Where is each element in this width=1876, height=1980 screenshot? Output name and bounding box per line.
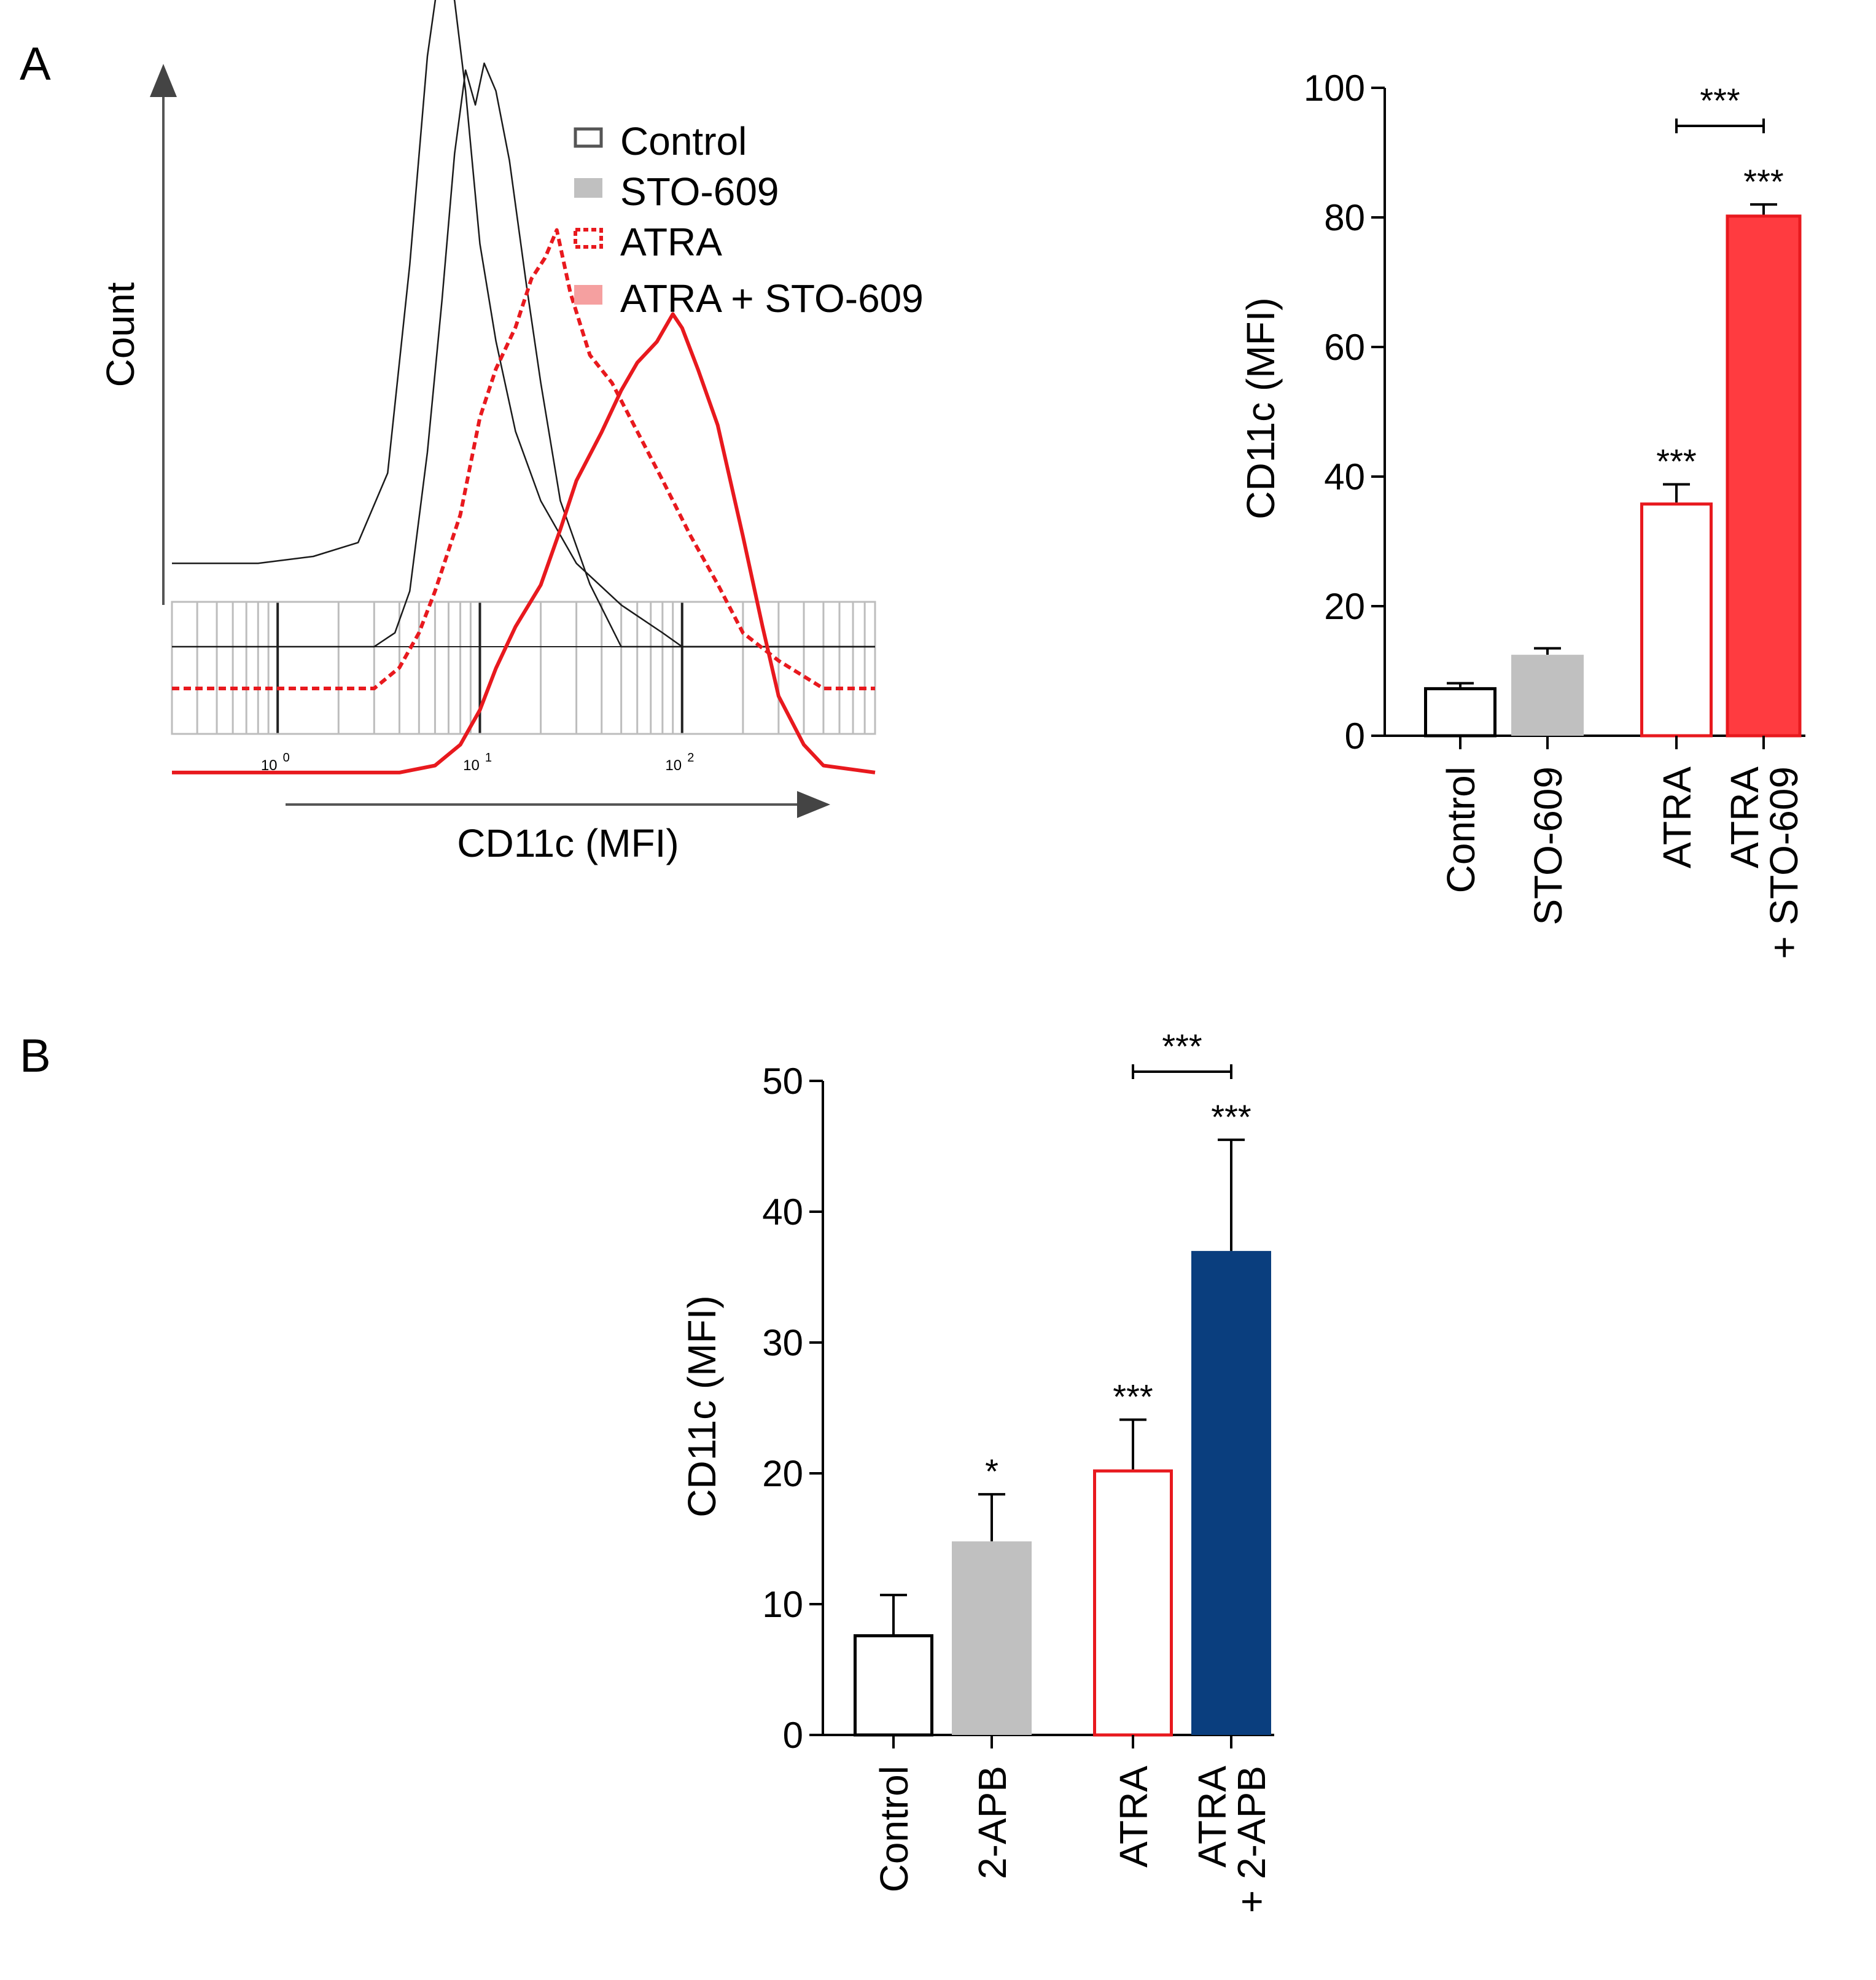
y-tick-label: 0 [783, 1715, 803, 1756]
y-tick-label: 80 [1324, 197, 1365, 238]
bar-atra-sto-609 [1726, 214, 1802, 738]
legend-label-atra-sto-609: ATRA + STO-609 [620, 276, 924, 321]
x-tick-label-line: + STO-609 [1762, 766, 1806, 959]
y-tick-label: 60 [1324, 327, 1365, 368]
y-tick-label: 20 [1324, 586, 1365, 627]
legend-label-control: Control [620, 119, 747, 163]
x-tick-label-sto-609: STO-609 [1526, 766, 1570, 926]
x-tick-label-control: Control [872, 1766, 916, 1892]
y-tick-label: 30 [762, 1322, 803, 1363]
histogram-legend: Control STO-609 ATRA ATRA + STO-609 [574, 119, 924, 321]
y-tick-label: 40 [762, 1191, 803, 1233]
x-tick-label-exponent: 2 [687, 751, 694, 765]
y-tick-label: 10 [762, 1584, 803, 1625]
x-tick-label-base: 10 [665, 757, 682, 774]
x-tick-label-base: 10 [463, 757, 480, 774]
bar-control [854, 1634, 933, 1737]
x-tick-label-line: Control [1439, 766, 1483, 893]
curve-atra-sto-609 [172, 312, 876, 774]
y-tick-label: 0 [1345, 715, 1365, 757]
histogram-tick-labels: 10 0 10 1 10 2 [261, 751, 695, 774]
x-tick-label-exponent: 1 [485, 751, 492, 765]
y-axis-arrowhead [150, 64, 177, 97]
y-tick-label: 50 [762, 1061, 803, 1102]
x-tick-label-exponent: 0 [283, 751, 290, 765]
plot-frame [171, 601, 876, 735]
bar-sto-609 [1511, 655, 1584, 736]
bar-atra [1640, 502, 1713, 738]
x-tick-label-line: ATRA [1190, 1766, 1234, 1868]
x-tick-label-control: Control [1439, 766, 1483, 893]
y-tick-label: 40 [1324, 456, 1365, 497]
x-tick-label-line: ATRA [1722, 766, 1767, 868]
histogram-y-axis-label: Count [98, 282, 142, 387]
y-tick-label: 20 [762, 1453, 803, 1494]
x-tick-label-line: + 2-APB [1229, 1766, 1274, 1913]
bar-chart-b: CD11c (MFI) 0 10 20 30 40 50 Control * 2-APB *** A… [680, 1027, 1274, 1913]
histogram-gridlines [171, 601, 876, 735]
significance-atra-2-apb: *** [1211, 1097, 1251, 1136]
x-tick-label-2-apb: 2-APB [970, 1766, 1014, 1879]
panel-label-b: B [20, 1030, 51, 1082]
bracket-label: *** [1162, 1027, 1202, 1066]
bar-control [1424, 687, 1497, 738]
bar-2-apb [952, 1541, 1032, 1735]
x-tick-label-atra: ATRA [1111, 1766, 1156, 1868]
significance-atra: *** [1656, 442, 1696, 481]
bar-a-y-axis-label: CD11c (MFI) [1239, 297, 1283, 519]
histogram-axes [150, 64, 830, 818]
histogram-x-axis-label: CD11c (MFI) [457, 821, 679, 865]
bar-b-y-axis-label: CD11c (MFI) [680, 1295, 724, 1517]
legend-swatch-atra [574, 228, 603, 249]
x-tick-label-line: Control [872, 1766, 916, 1892]
curve-sto-609 [172, 62, 875, 648]
legend-swatch-atra-sto-609 [574, 285, 602, 305]
bar-atra-2-apb [1191, 1250, 1271, 1735]
x-tick-label-atra-sto-609: ATRA+ STO-609 [1722, 766, 1806, 959]
bar-chart-a: CD11c (MFI) 0 20 40 60 80 100 Control STO-609 **… [1239, 68, 1806, 959]
y-tick-label: 100 [1304, 68, 1365, 109]
significance-atra: *** [1113, 1378, 1153, 1416]
significance-atra-sto-609: *** [1743, 162, 1783, 201]
legend-swatch-sto-609 [574, 178, 602, 198]
histogram-panel: 10 0 10 1 10 2 Count CD11c (MFI) Control STO-6… [98, 0, 924, 865]
curve-control [172, 0, 875, 648]
legend-swatch-control [574, 127, 603, 148]
bar-atra [1093, 1469, 1173, 1737]
significance-2-apb: * [985, 1452, 998, 1491]
curve-atra [172, 228, 875, 690]
legend-label-sto-609: STO-609 [620, 170, 779, 214]
bracket-label: *** [1700, 81, 1740, 120]
x-tick-label-line: 2-APB [970, 1766, 1014, 1879]
x-tick-label-base: 10 [261, 757, 278, 774]
x-axis-arrowhead [797, 791, 830, 818]
x-tick-label-line: ATRA [1655, 766, 1699, 868]
histogram-curves [172, 0, 876, 774]
legend-label-atra: ATRA [620, 220, 722, 264]
x-tick-label-line: STO-609 [1526, 766, 1570, 926]
panel-label-a: A [20, 38, 51, 90]
x-tick-label-atra-2-apb: ATRA+ 2-APB [1190, 1766, 1274, 1913]
x-tick-label-line: ATRA [1111, 1766, 1156, 1868]
x-tick-label-atra: ATRA [1655, 766, 1699, 868]
